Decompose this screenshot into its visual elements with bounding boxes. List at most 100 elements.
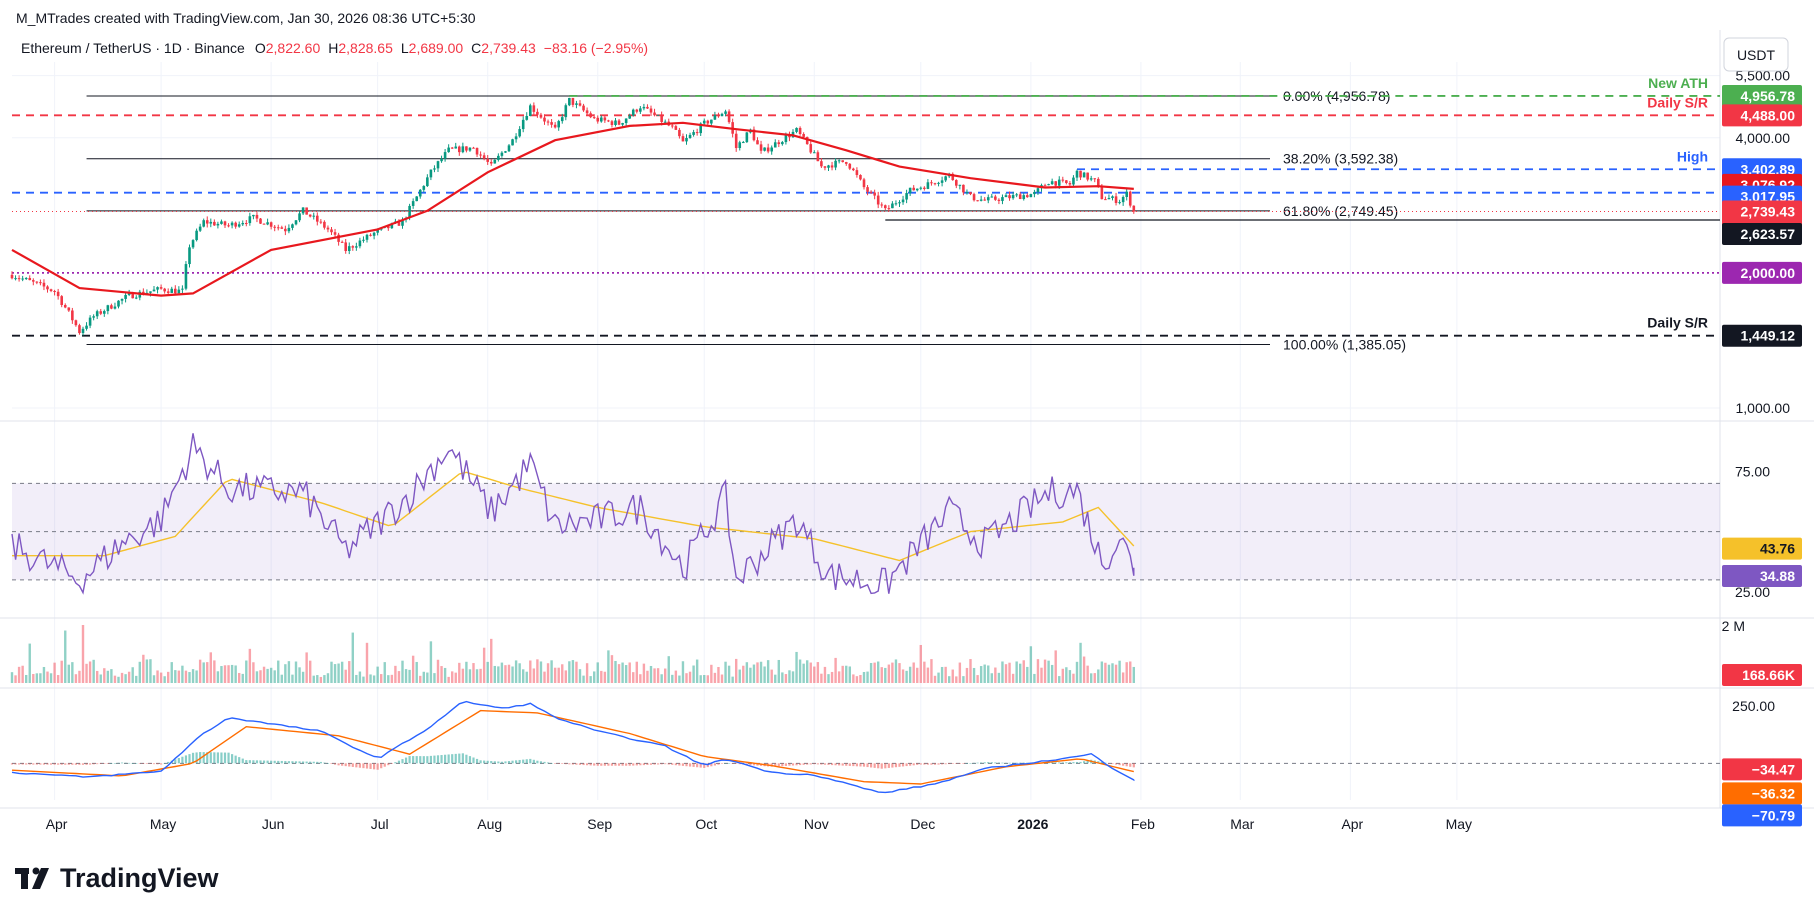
time-tick-label: Oct	[695, 816, 717, 832]
candle-body	[497, 155, 500, 160]
candle	[859, 174, 862, 181]
volume-bar	[1072, 673, 1075, 683]
macd-histogram-bar	[518, 759, 521, 764]
volume-bar	[997, 672, 1001, 683]
candle-body	[316, 215, 319, 222]
macd-histogram-bar	[660, 763, 663, 765]
macd-histogram-bar	[465, 754, 468, 764]
price-panel[interactable]: 0.00% (4,956.78) 38.20% (3,592.38) 61.80% …	[10, 75, 1720, 353]
macd-histogram-bar	[901, 763, 905, 767]
volume-bar	[206, 662, 209, 683]
macd-histogram-bar	[21, 763, 24, 765]
candle-body	[848, 163, 852, 169]
candle	[837, 159, 841, 164]
volume-bar	[152, 675, 156, 683]
candle	[465, 146, 468, 153]
candle-body	[337, 234, 340, 242]
candle	[472, 146, 475, 149]
candle	[294, 219, 298, 226]
candle	[937, 181, 940, 187]
candle	[95, 309, 99, 320]
volume-bar	[1075, 661, 1079, 683]
volume-bar	[553, 667, 557, 683]
macd-histogram-bar	[376, 763, 379, 770]
macd-histogram-bar	[103, 763, 106, 764]
candle	[355, 242, 358, 251]
candle-body	[951, 173, 955, 181]
candle	[454, 142, 458, 149]
volume-panel[interactable]	[10, 625, 1135, 683]
macd-panel[interactable]	[10, 700, 1720, 794]
candle-body	[717, 115, 720, 117]
macd-histogram-bar	[564, 763, 567, 765]
macd-histogram-bar	[667, 763, 670, 765]
candle	[511, 138, 514, 146]
candle	[546, 119, 550, 126]
rsi-panel[interactable]	[11, 433, 1720, 595]
macd-histogram-bar	[167, 761, 170, 764]
candle-body	[308, 214, 312, 217]
candle-body	[1068, 183, 1072, 185]
candle	[1001, 194, 1004, 205]
candle-body	[358, 240, 362, 247]
volume-bar	[628, 662, 631, 683]
volume-bar	[468, 669, 472, 683]
macd-histogram-bar	[909, 763, 912, 766]
candle	[305, 207, 308, 215]
volume-bar	[777, 659, 780, 683]
candle	[276, 224, 280, 231]
macd-histogram-bar	[912, 763, 915, 766]
level-name: High	[1677, 148, 1708, 164]
candle	[788, 131, 791, 142]
candle-body	[543, 117, 546, 122]
candle	[191, 239, 195, 249]
candle-body	[39, 282, 42, 284]
candle-body	[387, 226, 390, 229]
candle-body	[1061, 179, 1065, 181]
fib-label: 0.00% (4,956.78)	[1283, 88, 1390, 104]
candle-body	[862, 179, 866, 188]
currency-button[interactable]: USDT	[1723, 37, 1789, 72]
candle-body	[234, 222, 237, 227]
volume-bar	[262, 666, 266, 683]
macd-histogram-bar	[816, 763, 819, 765]
candle-body	[1093, 178, 1097, 180]
candle-body	[266, 222, 269, 225]
candle-body	[614, 120, 617, 125]
candle-body	[940, 180, 944, 183]
candle	[245, 220, 248, 227]
volume-bar	[461, 668, 465, 683]
volume-bar	[465, 661, 468, 683]
candle-body	[110, 305, 113, 309]
macd-histogram-bar	[1100, 761, 1103, 764]
macd-histogram-bar	[720, 763, 724, 764]
macd-histogram-bar	[827, 763, 830, 765]
candle	[926, 179, 930, 190]
volume-bar	[976, 675, 979, 683]
volume-bar	[649, 665, 653, 683]
candle	[969, 191, 972, 196]
volume-bar	[376, 666, 379, 683]
candle-body	[841, 160, 844, 163]
candle-body	[923, 187, 926, 189]
candle	[848, 162, 852, 171]
tv-logo-icon	[15, 867, 49, 889]
candle	[994, 194, 997, 201]
candle	[1011, 191, 1015, 200]
candle-body	[798, 127, 802, 135]
macd-histogram-bar	[688, 763, 692, 767]
volume-bar	[830, 671, 834, 683]
axis-tag-bg	[1722, 537, 1802, 560]
candle	[49, 288, 53, 293]
candle	[745, 131, 749, 143]
candle-body	[1008, 195, 1011, 199]
volume-bar	[482, 647, 486, 683]
volume-bar	[898, 663, 901, 683]
candle-body	[550, 122, 553, 125]
candle	[337, 232, 340, 246]
low-value: 2,689.00	[409, 40, 464, 56]
candle	[17, 275, 21, 282]
candle-body	[699, 123, 702, 134]
candle	[415, 196, 418, 202]
